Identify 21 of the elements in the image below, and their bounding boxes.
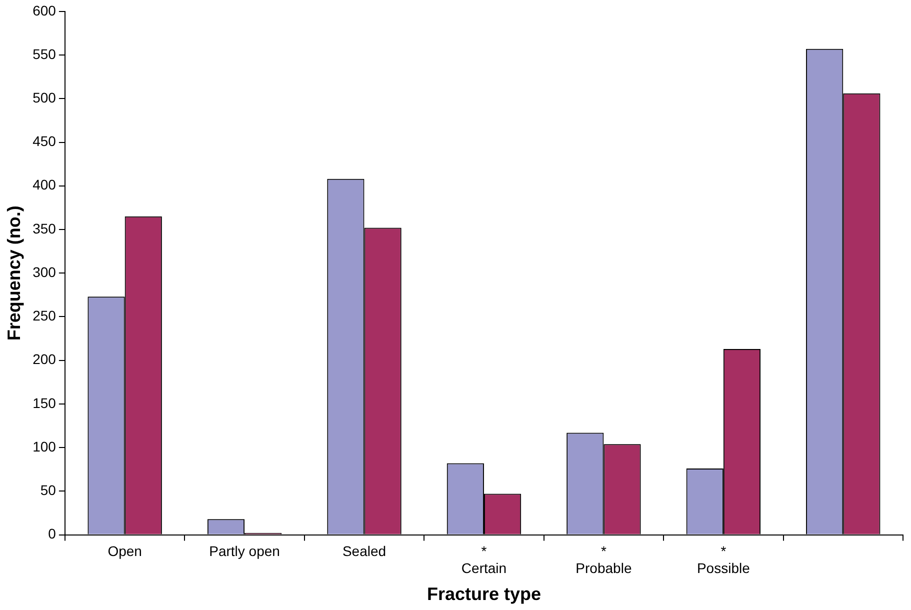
y-tick-label: 450 [32, 133, 56, 150]
y-tick-label: 350 [32, 220, 56, 236]
y-tick-label: 250 [32, 308, 56, 324]
y-tick-label: 600 [32, 2, 56, 18]
x-tick-label: * Possible [696, 543, 750, 576]
y-tick-label: 300 [32, 264, 56, 280]
x-tick-label: * Certain [461, 543, 507, 576]
y-tick-label: 50 [40, 482, 56, 498]
x-tick-label: Partly open [209, 543, 280, 560]
x-tick-label: Open [108, 543, 142, 560]
y-tick-label: 500 [32, 89, 56, 106]
y-tick-label: 100 [32, 438, 56, 454]
x-axis-title: Fracture type [426, 584, 542, 604]
x-tick-label: Sealed [342, 543, 386, 560]
y-tick-label: 0 [48, 526, 56, 542]
y-tick-label: 400 [32, 176, 56, 193]
y-tick-label: 150 [32, 394, 56, 411]
y-axis-title: Frequency (no.) [4, 206, 24, 341]
y-tick-label: 550 [32, 46, 56, 62]
y-tick-label: 200 [32, 351, 56, 368]
x-tick-label: * Probable [576, 543, 632, 576]
